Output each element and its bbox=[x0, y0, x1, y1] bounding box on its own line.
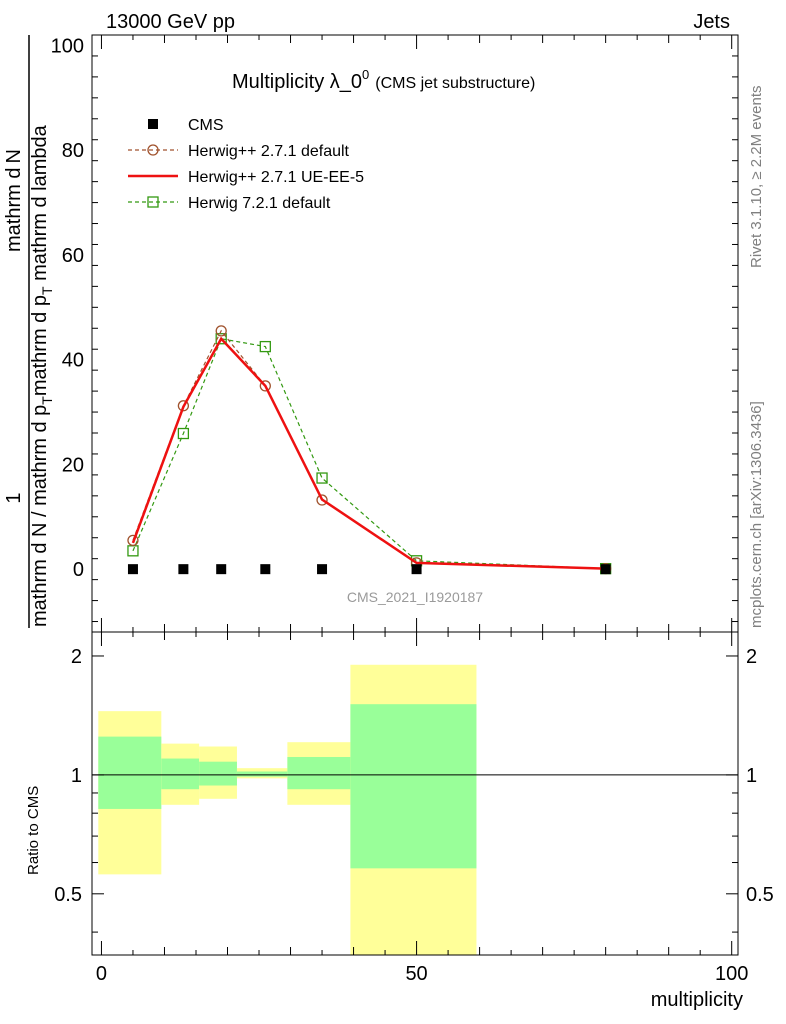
data-point bbox=[259, 380, 271, 392]
series-line bbox=[132, 329, 606, 570]
chart-title-main: Multiplicity λ_0 bbox=[232, 71, 362, 93]
main-axis-ticks bbox=[92, 35, 738, 632]
ratio-axis-ticks bbox=[92, 632, 738, 955]
y-label-numerator-top-text: mathrm d bbox=[3, 168, 25, 252]
x-tick-labels: 0 50 100 bbox=[96, 963, 748, 985]
data-point bbox=[317, 564, 328, 575]
ratio-band-green bbox=[161, 758, 200, 790]
data-point bbox=[215, 333, 227, 345]
ratio-band-green bbox=[236, 771, 288, 777]
data-point bbox=[411, 564, 422, 575]
data-point bbox=[177, 427, 190, 440]
y-tick-label: 80 bbox=[62, 140, 84, 162]
y-label-denominator-subscript: T bbox=[39, 396, 55, 405]
chart-title: Multiplicity λ_00 (CMS jet substructure) bbox=[232, 67, 535, 93]
ratio-y-tick-label: 0.5 bbox=[54, 884, 82, 906]
series-herwig-7-2-1-default bbox=[127, 333, 612, 575]
ratio-band-green bbox=[287, 756, 351, 790]
x-tick-label: 100 bbox=[715, 963, 748, 985]
mcplots-credit-label: mcplots.cern.ch [arXiv:1306.3436] bbox=[748, 401, 765, 628]
data-point bbox=[600, 564, 611, 575]
data-point bbox=[316, 494, 328, 506]
data-point bbox=[178, 564, 189, 575]
legend-marker-herwig7-default bbox=[147, 196, 159, 208]
legend-label-herwig7-default: Herwig 7.2.1 default bbox=[188, 195, 331, 212]
y-tick-label: 100 bbox=[51, 35, 84, 57]
x-tick-label: 50 bbox=[405, 963, 427, 985]
series-layer bbox=[127, 325, 612, 575]
legend-label-herwigpp-default: Herwig++ 2.7.1 default bbox=[188, 143, 350, 160]
series-line bbox=[131, 336, 606, 570]
rivet-version-label: Rivet 3.1.10, ≥ 2.2M events bbox=[748, 86, 765, 269]
data-point bbox=[216, 564, 227, 575]
series-herwig-2-7-1-ue-ee-5 bbox=[131, 336, 606, 570]
header-left: 13000 GeV pp bbox=[106, 11, 235, 33]
main-ytick-labels: 0 20 40 60 80 100 bbox=[51, 35, 84, 581]
chart-title-superscript: 0 bbox=[362, 67, 369, 82]
x-axis-label: multiplicity bbox=[651, 989, 743, 1011]
ratio-band-green bbox=[199, 761, 237, 786]
y-label-denominator-tail-subscript: T bbox=[39, 286, 55, 295]
ratio-y-tick-label: 2 bbox=[71, 646, 82, 668]
y-label-numerator: 1 bbox=[3, 492, 25, 503]
y-label-numerator-top: mathrm d N bbox=[3, 149, 25, 252]
series-herwig-2-7-1-default bbox=[127, 325, 612, 575]
legend: CMS Herwig++ 2.7.1 default Herwig++ 2.7.… bbox=[128, 117, 364, 212]
legend-marker-cms bbox=[148, 119, 158, 129]
ratio-y-axis-label: Ratio to CMS bbox=[25, 786, 42, 875]
ratio-band-green bbox=[98, 736, 162, 809]
legend-marker-herwigpp-default bbox=[147, 144, 159, 156]
y-label-denominator-end: mathrm d lambda bbox=[29, 124, 51, 286]
data-point bbox=[127, 564, 138, 575]
y-label-denominator: mathrm d N / mathrm d pTmathrm d pT math… bbox=[29, 124, 55, 627]
series-cms bbox=[127, 564, 611, 575]
series-line bbox=[132, 338, 606, 570]
data-point bbox=[259, 340, 271, 353]
data-point bbox=[177, 400, 190, 412]
chart-subtitle: (CMS jet substructure) bbox=[375, 75, 535, 92]
y-tick-label: 20 bbox=[62, 454, 84, 476]
x-tick-label: 0 bbox=[96, 963, 107, 985]
y-tick-label: 60 bbox=[62, 245, 84, 267]
ratio-y-tick-label-right: 1 bbox=[746, 765, 757, 787]
ratio-band-green bbox=[350, 704, 477, 869]
analysis-watermark: CMS_2021_I1920187 bbox=[347, 589, 483, 605]
ratio-panel-frame bbox=[91, 631, 739, 956]
legend-label-cms: CMS bbox=[188, 117, 224, 134]
ratio-y-tick-label: 1 bbox=[71, 765, 82, 787]
ratio-ytick-labels: 0.5 0.5 1 1 2 2 bbox=[54, 646, 774, 906]
ratio-bands bbox=[98, 664, 477, 955]
y-label-denominator-text: mathrm d N / mathrm d p bbox=[29, 405, 51, 627]
legend-label-herwigpp-ueee5: Herwig++ 2.7.1 UE-EE-5 bbox=[188, 169, 364, 186]
ratio-y-tick-label-right: 2 bbox=[746, 646, 757, 668]
main-y-axis-label: 1 mathrm d N / mathrm d pTmathrm d pT ma… bbox=[3, 35, 55, 628]
y-label-numerator-top-tail: N bbox=[3, 149, 25, 163]
y-label-denominator-tail: mathrm d p bbox=[29, 295, 51, 396]
data-point bbox=[316, 472, 328, 484]
data-point bbox=[127, 534, 139, 547]
header-right: Jets bbox=[693, 11, 730, 33]
y-tick-label: 40 bbox=[62, 350, 84, 372]
ratio-y-tick-label-right: 0.5 bbox=[746, 884, 774, 906]
data-point bbox=[260, 564, 271, 575]
data-point bbox=[215, 325, 227, 337]
y-tick-label: 0 bbox=[73, 559, 84, 581]
